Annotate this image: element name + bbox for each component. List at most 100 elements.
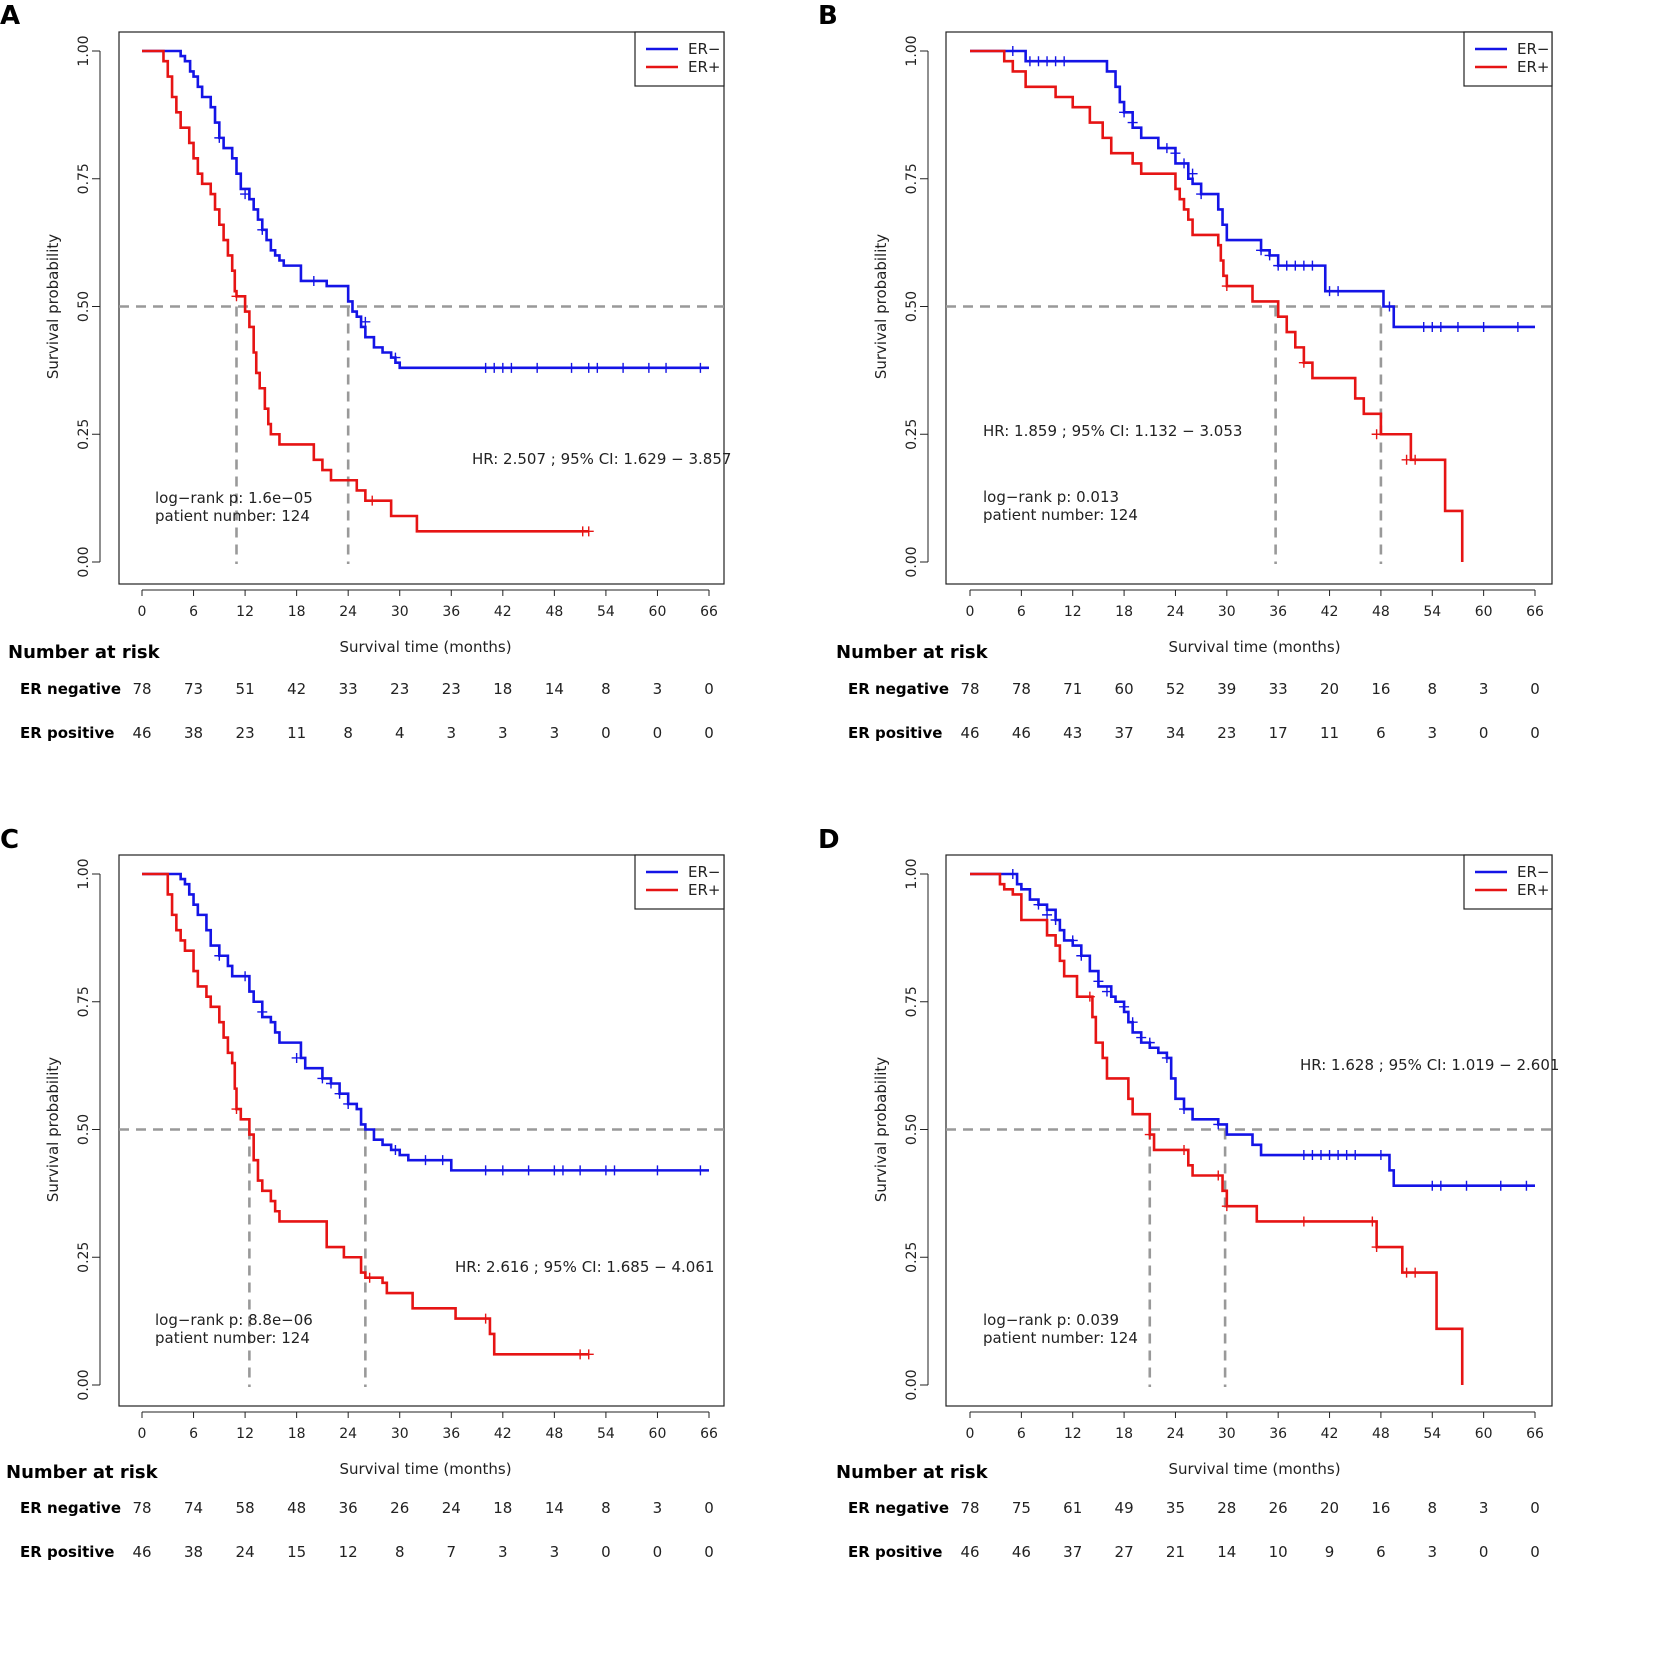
- legend-label: ER+: [1517, 58, 1549, 76]
- censor-mark: [390, 352, 401, 363]
- censor-mark: [1495, 1180, 1506, 1191]
- censor-mark: [1375, 1150, 1386, 1161]
- risk-row-label: ER negative: [20, 1499, 121, 1517]
- censor-mark: [695, 362, 706, 373]
- censor-mark: [1427, 1180, 1438, 1191]
- x-tick-label: 12: [1064, 1426, 1082, 1442]
- x-tick-label: 54: [597, 604, 615, 620]
- censor-mark: [1179, 1104, 1190, 1115]
- risk-count: 74: [184, 1499, 203, 1517]
- x-tick-label: 66: [1526, 604, 1544, 620]
- censor-mark: [1161, 1052, 1172, 1063]
- risk-count: 15: [287, 1543, 306, 1561]
- censor-mark: [1119, 107, 1130, 118]
- risk-count: 71: [1063, 680, 1082, 698]
- panel-d: D 0.00 0.25 0.50 0.75 1.00 Survival probabilit…: [818, 825, 1559, 1561]
- legend-label: ER+: [688, 58, 720, 76]
- x-tick-label: 24: [339, 604, 357, 620]
- censor-mark: [214, 950, 225, 961]
- censor-mark: [480, 1165, 491, 1176]
- x-tick-label: 48: [545, 604, 563, 620]
- x-tick-label: 30: [391, 1426, 409, 1442]
- censor-mark: [1341, 1150, 1352, 1161]
- risk-count: 58: [236, 1499, 255, 1517]
- censor-mark: [1452, 321, 1463, 332]
- censor-mark: [1179, 158, 1190, 169]
- risk-count: 3: [1479, 1499, 1489, 1517]
- x-tick-label: 66: [700, 1426, 718, 1442]
- censor-mark: [367, 495, 378, 506]
- y-tick-label: 0.00: [904, 546, 920, 577]
- y-tick-label: 0.00: [76, 1369, 92, 1400]
- risk-count: 4: [395, 724, 405, 742]
- censor-mark: [1256, 245, 1267, 256]
- risk-count: 24: [442, 1499, 461, 1517]
- risk-count: 0: [704, 1543, 714, 1561]
- censor-mark: [523, 1165, 534, 1176]
- x-tick-label: 24: [1167, 604, 1185, 620]
- hazard-ratio-text: HR: 2.507 ; 95% CI: 1.629 − 3.857: [472, 450, 731, 468]
- censor-mark: [618, 362, 629, 373]
- x-tick-label: 0: [966, 604, 975, 620]
- x-tick-label: 6: [1017, 1426, 1026, 1442]
- x-axis-title: Survival time (months): [339, 638, 511, 656]
- risk-table-title: Number at risk: [6, 1462, 159, 1483]
- risk-count: 8: [601, 680, 611, 698]
- censor-mark: [257, 224, 268, 235]
- censor-mark: [1333, 286, 1344, 297]
- censor-mark: [1196, 189, 1207, 200]
- logrank-p-text: log−rank p: 0.039: [983, 1311, 1119, 1329]
- y-tick-label: 0.25: [76, 419, 92, 450]
- x-tick-label: 12: [1064, 604, 1082, 620]
- x-axis-title: Survival time (months): [339, 1460, 511, 1478]
- risk-count: 43: [1063, 724, 1082, 742]
- censor-mark: [1127, 1017, 1138, 1028]
- censor-mark: [1315, 1150, 1326, 1161]
- censor-mark: [643, 362, 654, 373]
- censor-mark: [1213, 1170, 1224, 1181]
- risk-count: 8: [1427, 1499, 1437, 1517]
- y-tick-label: 0.50: [904, 291, 920, 322]
- censor-mark: [583, 1349, 594, 1360]
- km-curve-er-negative: [970, 49, 1535, 329]
- censor-mark: [1136, 1032, 1147, 1043]
- risk-count: 26: [390, 1499, 409, 1517]
- risk-row-label: ER positive: [20, 724, 114, 742]
- risk-count: 14: [545, 680, 564, 698]
- censor-mark: [1427, 321, 1438, 332]
- x-tick-label: 0: [966, 1426, 975, 1442]
- risk-count: 3: [498, 1543, 508, 1561]
- x-axis-title: Survival time (months): [1168, 1460, 1340, 1478]
- x-tick-label: 0: [138, 604, 147, 620]
- risk-count: 39: [1217, 680, 1236, 698]
- censor-mark: [1007, 869, 1018, 879]
- risk-count: 20: [1320, 1499, 1339, 1517]
- risk-count: 78: [132, 1499, 151, 1517]
- censor-mark: [1435, 1180, 1446, 1191]
- y-tick-label: 0.25: [904, 1242, 920, 1273]
- legend-label: ER+: [1517, 881, 1549, 899]
- risk-row-label: ER positive: [20, 1543, 114, 1561]
- censor-mark: [1144, 1037, 1155, 1048]
- x-tick-label: 36: [442, 1426, 460, 1442]
- legend-label: ER−: [688, 40, 720, 58]
- risk-count: 3: [1427, 1543, 1437, 1561]
- censor-mark: [1521, 1180, 1532, 1191]
- risk-count: 28: [1217, 1499, 1236, 1517]
- censor-mark: [1298, 1216, 1309, 1227]
- censor-mark: [437, 1155, 448, 1166]
- patient-number-text: patient number: 124: [983, 506, 1138, 524]
- x-tick-label: 24: [339, 1426, 357, 1442]
- censor-mark: [661, 362, 672, 373]
- risk-count: 0: [1530, 724, 1540, 742]
- y-tick-label: 0.75: [904, 163, 920, 194]
- risk-count: 21: [1166, 1543, 1185, 1561]
- censor-mark: [600, 1165, 611, 1176]
- y-tick-label: 1.00: [76, 35, 92, 66]
- x-tick-label: 60: [1475, 604, 1493, 620]
- risk-table-title: Number at risk: [836, 1462, 989, 1483]
- x-tick-label: 54: [1423, 604, 1441, 620]
- censor-mark: [575, 1165, 586, 1176]
- censor-mark: [1050, 56, 1061, 67]
